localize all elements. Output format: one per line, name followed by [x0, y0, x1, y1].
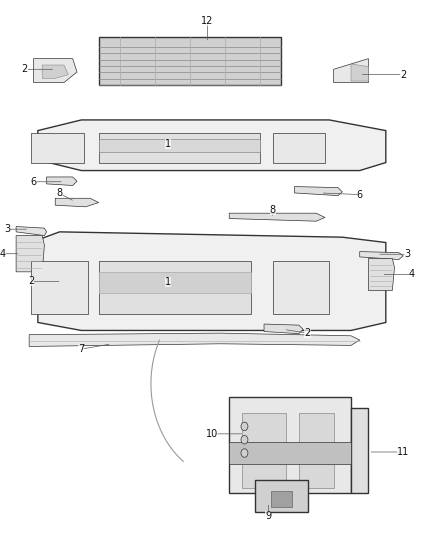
Polygon shape [264, 324, 303, 334]
Polygon shape [38, 120, 386, 171]
Polygon shape [55, 198, 99, 207]
Bar [99, 139, 260, 152]
Polygon shape [351, 64, 368, 81]
Text: 4: 4 [0, 249, 6, 259]
Text: 2: 2 [22, 64, 28, 74]
Polygon shape [34, 59, 77, 83]
Polygon shape [29, 333, 360, 346]
Polygon shape [16, 236, 44, 272]
Text: 8: 8 [57, 189, 63, 198]
Polygon shape [360, 252, 403, 260]
Text: 2: 2 [400, 70, 406, 79]
Text: 3: 3 [404, 249, 410, 259]
Polygon shape [38, 232, 386, 330]
Polygon shape [334, 59, 368, 83]
Text: 8: 8 [270, 205, 276, 215]
Text: 4: 4 [409, 270, 415, 279]
Text: 3: 3 [4, 224, 11, 234]
Circle shape [241, 435, 248, 444]
Bar [255, 480, 307, 512]
Text: 2: 2 [28, 277, 35, 286]
Polygon shape [16, 227, 46, 236]
Bar [229, 442, 351, 464]
Bar [32, 133, 84, 163]
Text: 12: 12 [201, 17, 214, 26]
Text: 7: 7 [78, 344, 85, 354]
Text: 6: 6 [357, 190, 363, 199]
Polygon shape [368, 259, 395, 290]
Bar [242, 413, 286, 488]
Text: 9: 9 [265, 511, 272, 521]
Text: 11: 11 [397, 447, 410, 457]
Polygon shape [294, 187, 343, 196]
Circle shape [241, 449, 248, 457]
Bar [99, 272, 251, 293]
Text: 10: 10 [206, 429, 218, 439]
Polygon shape [46, 177, 77, 185]
Bar [273, 261, 329, 314]
Text: 1: 1 [165, 278, 171, 287]
Bar [299, 413, 334, 488]
Bar [99, 37, 282, 85]
Bar [229, 397, 351, 493]
Bar [271, 491, 292, 507]
Bar [99, 133, 260, 163]
Bar [351, 408, 368, 493]
Polygon shape [42, 65, 68, 78]
Polygon shape [42, 277, 81, 287]
Polygon shape [229, 213, 325, 221]
Bar [273, 133, 325, 163]
Circle shape [241, 422, 248, 431]
Bar [32, 261, 88, 314]
Text: 1: 1 [165, 139, 171, 149]
Text: 2: 2 [304, 328, 311, 338]
Bar [99, 261, 251, 314]
Text: 6: 6 [31, 177, 36, 187]
